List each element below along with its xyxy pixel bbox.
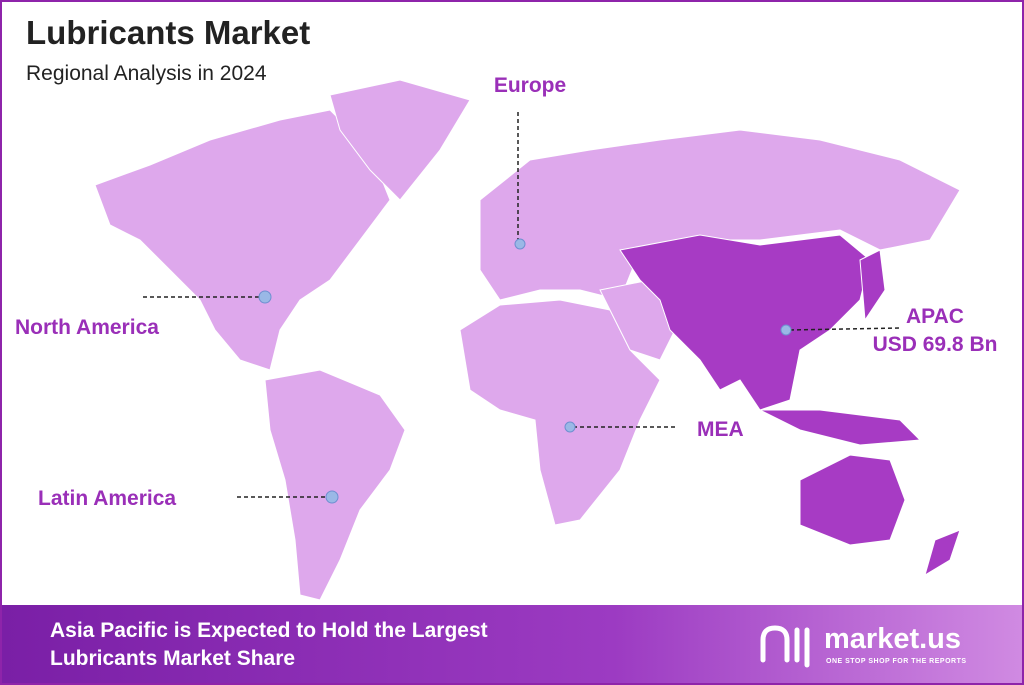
region-label: APAC — [906, 305, 964, 328]
subtitle: Regional Analysis in 2024 — [26, 62, 267, 85]
marker — [780, 324, 792, 336]
region-label: MEA — [697, 418, 744, 441]
footer-text: Asia Pacific is Expected to Hold the Lar… — [50, 619, 488, 642]
region-label: North America — [15, 316, 159, 339]
region-label: Europe — [494, 74, 566, 97]
region-label: Latin America — [38, 487, 176, 510]
indonesia — [759, 409, 922, 446]
logo-icon — [760, 625, 810, 668]
tagline: ONE STOP SHOP FOR THE REPORTS — [826, 658, 967, 665]
asia — [619, 234, 871, 411]
marker — [514, 238, 526, 250]
marker — [564, 421, 576, 433]
footer-text: Lubricants Market Share — [50, 647, 295, 670]
marker — [325, 490, 339, 504]
region-value: USD 69.8 Bn — [873, 333, 998, 356]
new-zealand — [924, 529, 961, 577]
south-america — [264, 369, 406, 601]
africa — [459, 299, 661, 526]
marker — [258, 290, 272, 304]
leader-line — [789, 327, 901, 331]
japan — [859, 249, 886, 322]
north-america — [94, 109, 391, 371]
title: Lubricants Market — [26, 14, 310, 51]
brand: market.us — [824, 623, 961, 655]
footer-band — [2, 605, 1022, 683]
australia — [799, 454, 906, 546]
greenland — [329, 79, 471, 201]
europe-russia — [479, 129, 961, 301]
world-map — [94, 79, 961, 601]
